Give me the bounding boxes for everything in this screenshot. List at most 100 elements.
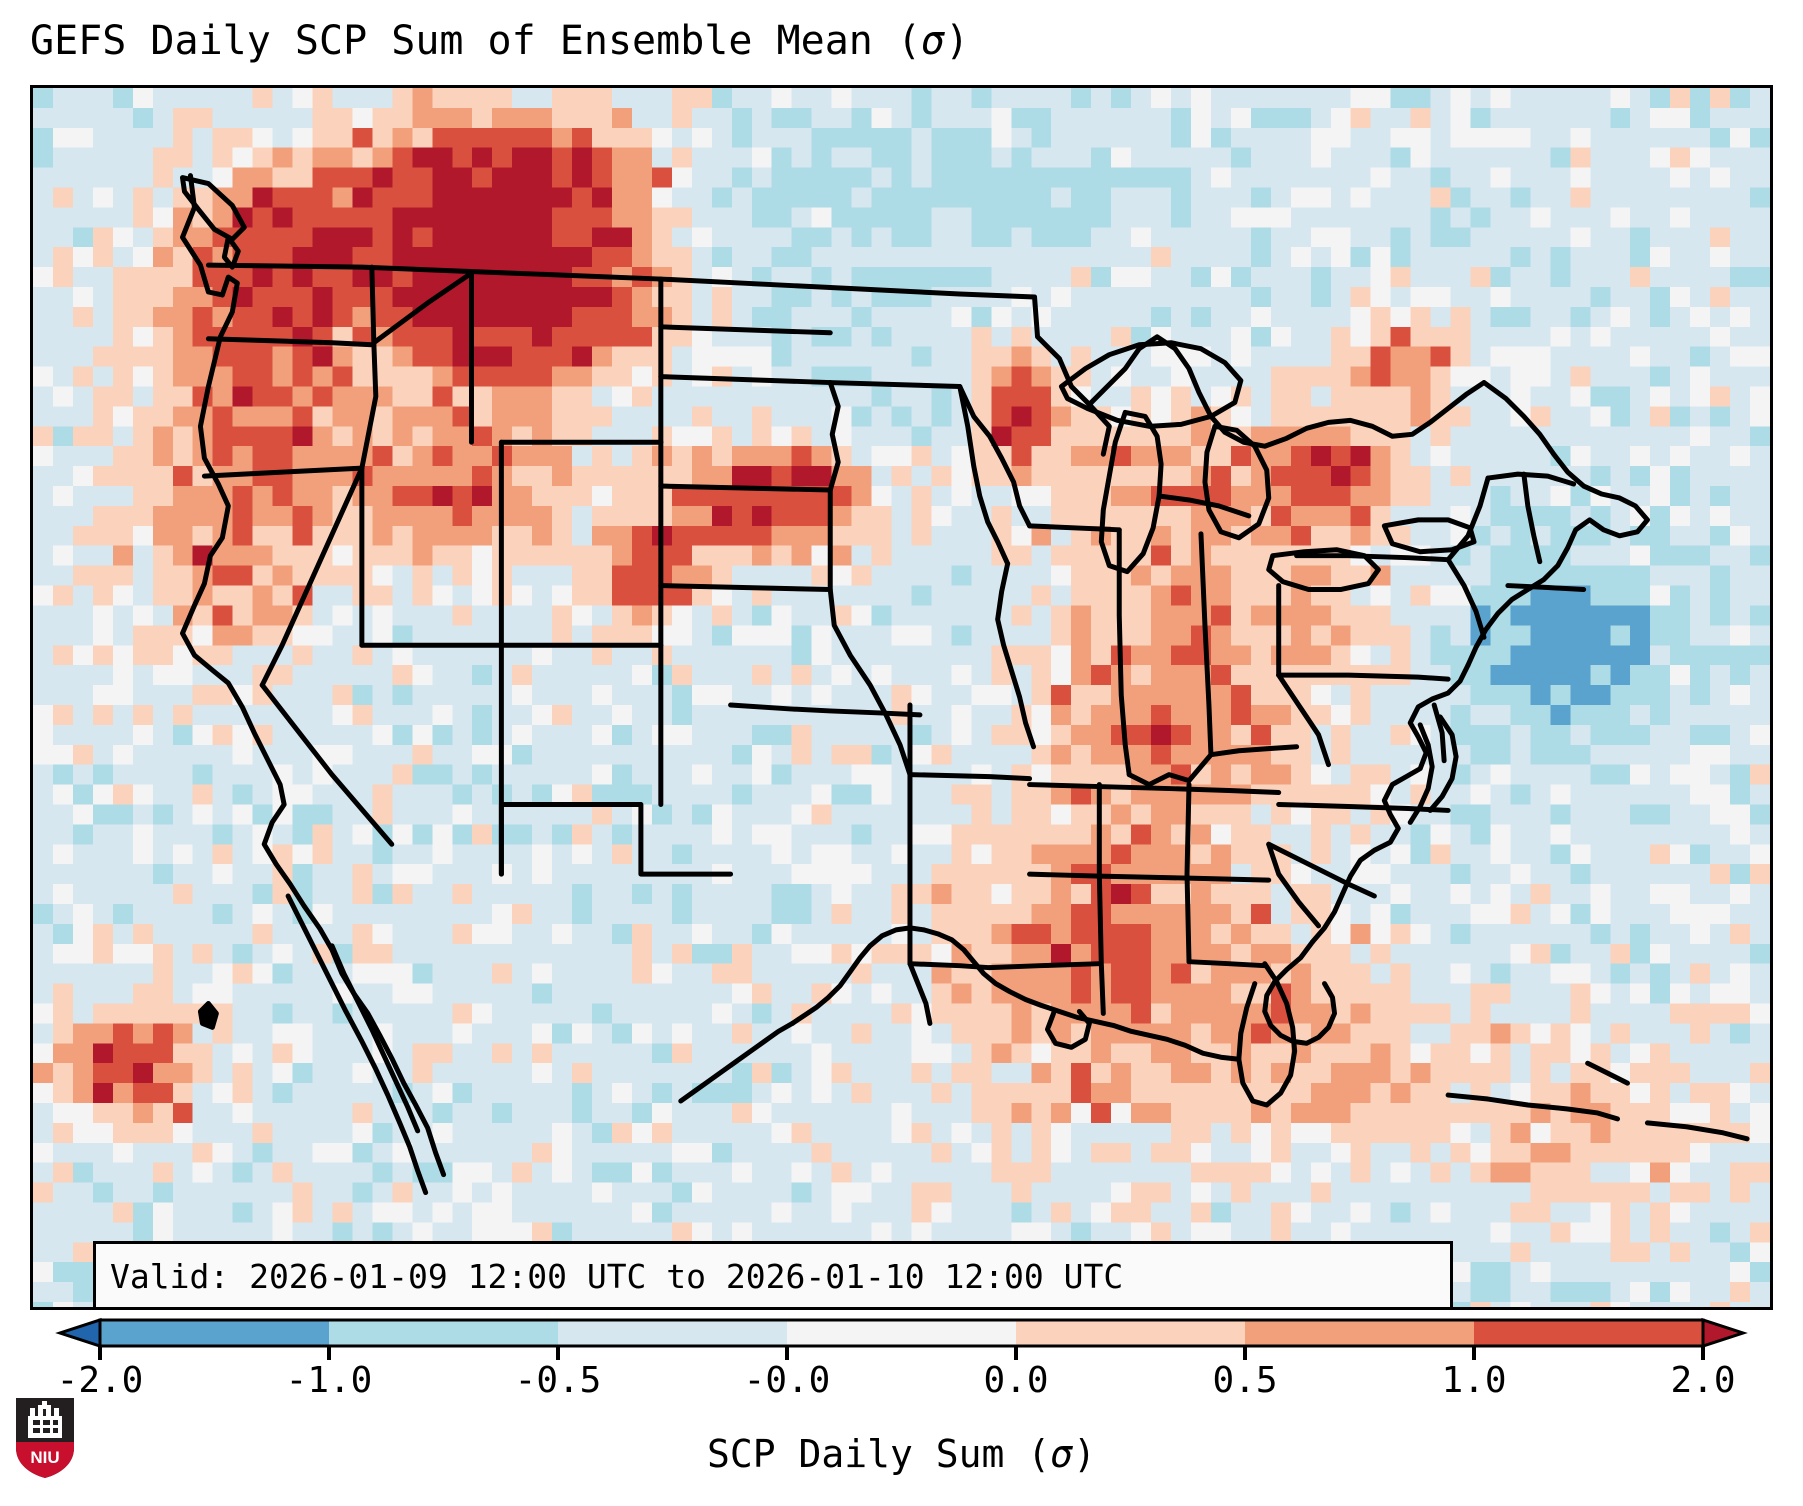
valid-run-info-box: Valid: 2026-01-09 12:00 UTC to 2026-01-1… (93, 1241, 1453, 1307)
coastline-gulf (789, 925, 1242, 1062)
logo-niu-text: NIU (30, 1448, 59, 1467)
lake-superior (1058, 340, 1244, 429)
geography-svg (179, 173, 1750, 1196)
state-border-sd-nd (658, 324, 833, 336)
colorbar-extend-min (55, 1317, 102, 1349)
lake-ontario (1381, 517, 1477, 555)
island-small-pacific (197, 1001, 219, 1030)
colorbar-tick-marks (98, 1346, 1705, 1360)
coastline-texas (678, 1020, 795, 1104)
colorbar-band (1016, 1320, 1246, 1346)
state-border-ga-al (1184, 782, 1192, 965)
state-border-nc-sc (1266, 841, 1377, 899)
state-border-tx-la (907, 961, 933, 1026)
border-us-canada-west (205, 262, 1038, 300)
border-us-canada-great-lakes (1032, 294, 1487, 449)
lake-michigan (1098, 409, 1164, 575)
state-border-ne-ks (658, 483, 833, 493)
colorbar-tick-label: 1.0 (1441, 1360, 1507, 1401)
colorbar-outline (98, 1318, 1705, 1348)
coastline-mississippi-delta (1045, 1008, 1092, 1050)
coastline-puget-sound (221, 234, 241, 270)
colorbar-axis-label: SCP Daily Sum (σ) (0, 1432, 1803, 1476)
state-border-ne-ia (827, 380, 841, 493)
colorbar-tick-labels: -2.0 -1.0 -0.5 -0.0 0.0 0.5 1.0 2.0 (0, 1360, 1803, 1410)
state-border-oh-wv-pa (1208, 744, 1300, 758)
title-main-text: GEFS Daily SCP Sum of Ensemble Mean ( (30, 18, 922, 64)
island-hispaniola (1644, 1120, 1750, 1142)
state-border-ma-ct (1505, 583, 1587, 593)
state-border-ks-ok (658, 583, 833, 593)
valid-time-row: Valid: 2026-01-09 12:00 UTC to 2026-01-1… (110, 1257, 1124, 1296)
state-border-ia-mn (827, 380, 963, 390)
state-border-nm-tx (498, 801, 734, 877)
state-border-il-in (1116, 527, 1132, 778)
colorbar-tick-label: -0.0 (743, 1360, 831, 1401)
state-border-ne-sd (658, 374, 833, 386)
cbar-label-sigma: σ (1050, 1432, 1074, 1476)
coastline-florida (1236, 961, 1298, 1108)
state-border-mi-up (1086, 401, 1112, 457)
colorbar-tick-label: 2.0 (1670, 1360, 1736, 1401)
state-border-or-ca-nv (201, 465, 365, 479)
state-border-ar-mo (907, 772, 1033, 782)
coastline-baja (285, 893, 429, 1196)
state-border-vt-nh (1521, 471, 1543, 565)
coastline-gulf-california (329, 943, 421, 1134)
state-border-ky-tn (1027, 782, 1282, 796)
coastline-southeast (1262, 939, 1337, 1046)
logo-shield-red-band (16, 1442, 74, 1478)
state-border-pa-ny (1294, 553, 1451, 563)
state-border-in-ky (1126, 752, 1214, 788)
state-border-ga-fl (1186, 959, 1268, 969)
colorbar-tick-label: -1.0 (285, 1360, 373, 1401)
niu-logo: NIU (14, 1396, 76, 1480)
coastline-delmarva (1427, 714, 1459, 813)
colorbar-band (558, 1320, 788, 1346)
map-plot-area[interactable]: Valid: 2026-01-09 12:00 UTC to 2026-01-1… (30, 85, 1773, 1310)
island-caribbean-cuba (1445, 1092, 1621, 1122)
colorbar-band (1245, 1320, 1475, 1346)
coastline-mid-atlantic (1310, 662, 1471, 945)
title-sigma-symbol: σ (921, 18, 946, 64)
colorbar-tick-label: -0.5 (514, 1360, 602, 1401)
state-border-ia-il (957, 384, 1011, 567)
colorbar-extend-max (1701, 1317, 1748, 1349)
state-border-wv-va (1276, 672, 1332, 768)
state-border-ca-nv-diag (259, 465, 365, 688)
state-border-il-mo (995, 561, 1037, 750)
colorbar-band (1474, 1320, 1704, 1346)
niu-logo-svg: NIU (16, 1398, 74, 1478)
colorbar-band (329, 1320, 559, 1346)
state-border-wi-il (1027, 523, 1122, 533)
state-border-mi-lower (1156, 493, 1252, 519)
state-border-ok-tx (728, 702, 923, 718)
state-border-md-de (1431, 702, 1447, 764)
colorbar-svg (55, 1317, 1748, 1360)
state-border-mn-wi (957, 384, 1033, 529)
title-tail-text: ) (945, 18, 970, 64)
colorbar-band (787, 1320, 1017, 1346)
coastline-atlantic-north (1465, 380, 1650, 668)
page-title: GEFS Daily SCP Sum of Ensemble Mean (σ) (30, 18, 1780, 78)
colorbar[interactable] (0, 1316, 1803, 1376)
state-border-ms-la (987, 961, 1102, 971)
state-border-ar-la (907, 961, 993, 971)
colorbar-tick-label: 0.0 (983, 1360, 1049, 1401)
state-border-ks-mo (827, 487, 913, 778)
run-time-row: Run: 2025-12-16 00:00 UTC (110, 1302, 1436, 1307)
lake-erie (1266, 547, 1381, 593)
state-border-ny-vt-nh (1445, 475, 1491, 563)
cbar-label-tail: ) (1073, 1432, 1096, 1476)
state-border-tn-ms-al (1027, 871, 1272, 883)
state-border-in-oh (1198, 531, 1214, 758)
cbar-label-main: SCP Daily Sum ( (707, 1432, 1051, 1476)
colorbar-band (100, 1320, 330, 1346)
state-border-ny-nj (1445, 557, 1487, 640)
island-bahamas (1585, 1060, 1630, 1086)
colorbar-tick-label: 0.5 (1212, 1360, 1278, 1401)
state-border-az-nm-south (259, 682, 395, 847)
colorbar-tick-label: -2.0 (56, 1360, 144, 1401)
state-border-va-nc (1276, 801, 1451, 813)
